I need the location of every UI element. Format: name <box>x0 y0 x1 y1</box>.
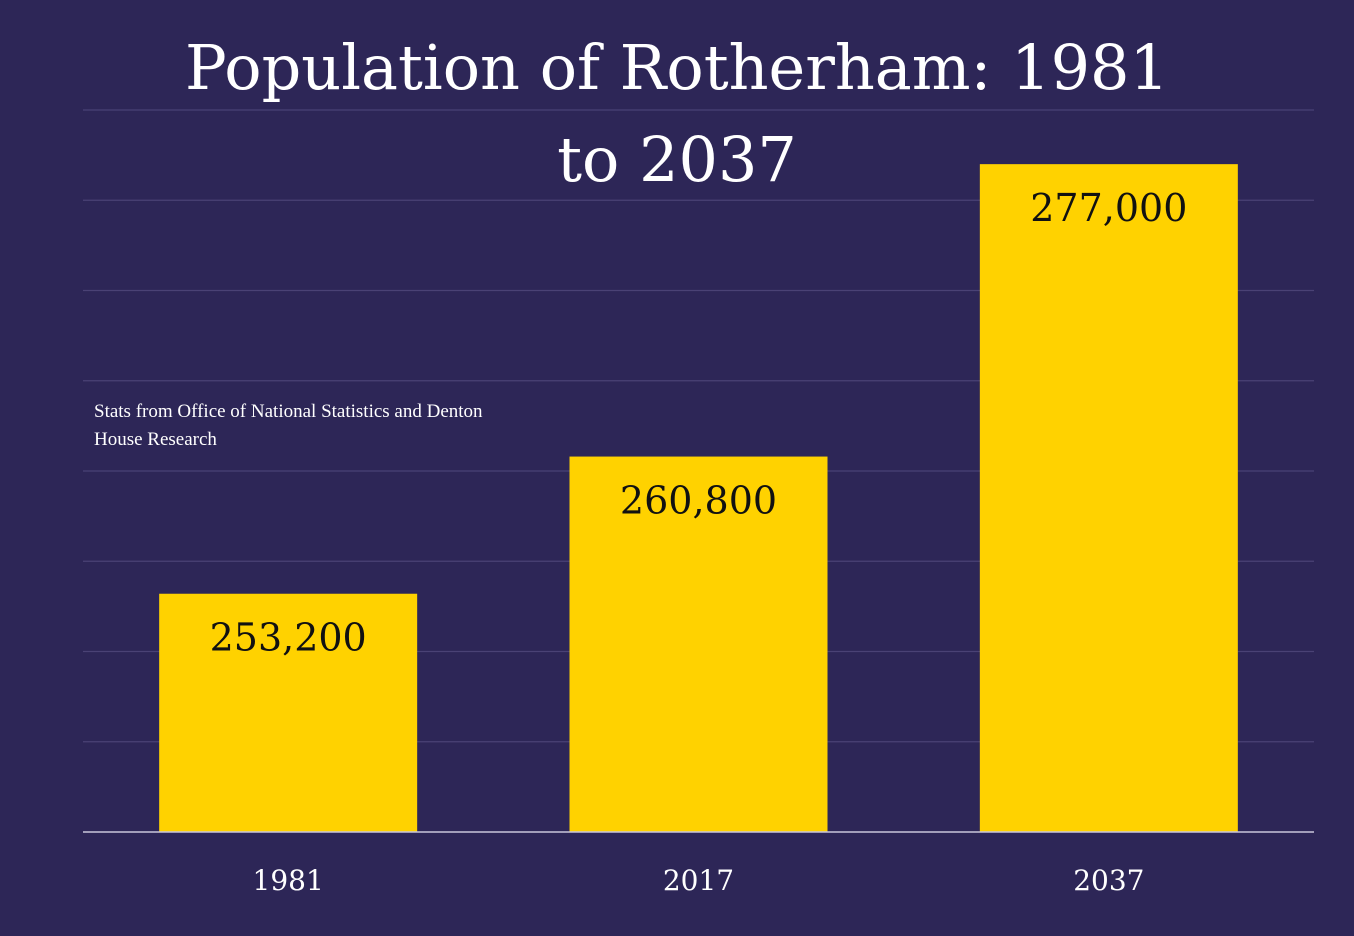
x-tick-label-2017: 2017 <box>663 864 734 897</box>
chart-title: Population of Rotherham: 1981 to 2037 <box>185 31 1169 196</box>
data-label-2037: 277,000 <box>1030 186 1187 230</box>
data-label-1981: 253,200 <box>210 616 367 660</box>
bar-2037 <box>979 164 1238 832</box>
bar-1981 <box>159 593 418 832</box>
x-tick-label-2037: 2037 <box>1073 864 1144 897</box>
data-label-2017: 260,800 <box>620 479 777 523</box>
source-annotation: Stats from Office of National Statistics… <box>94 401 483 450</box>
bar-2017 <box>569 456 828 832</box>
x-tick-label-1981: 1981 <box>253 864 324 897</box>
